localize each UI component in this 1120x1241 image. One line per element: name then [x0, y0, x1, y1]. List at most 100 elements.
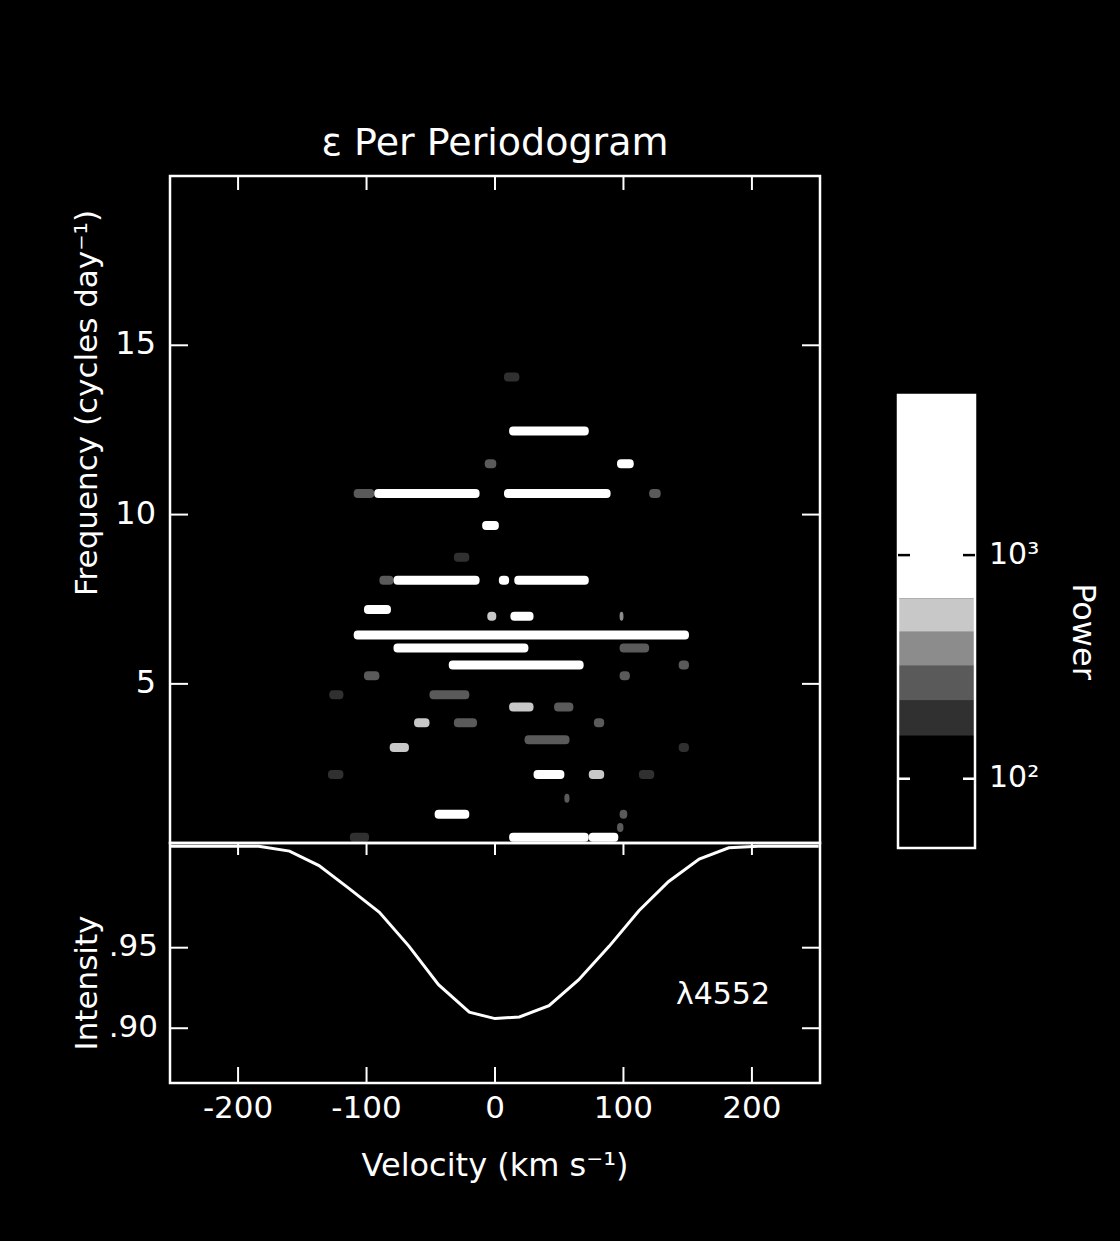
- tick: [494, 1067, 496, 1083]
- cell: [514, 576, 589, 585]
- cell: [504, 489, 611, 498]
- tick: [170, 514, 188, 516]
- tick-label: 10²: [989, 759, 1039, 794]
- cell: [364, 605, 391, 614]
- cell: [679, 743, 689, 752]
- colorbar-frame: [898, 395, 975, 848]
- tick: [751, 843, 753, 855]
- tick: [802, 514, 820, 516]
- tick-label: 200: [722, 1089, 781, 1125]
- tick: [237, 176, 239, 190]
- cell: [589, 770, 604, 779]
- profile-line: [170, 846, 819, 1018]
- cell: [435, 810, 470, 819]
- cell: [390, 743, 409, 752]
- profile-group: [170, 846, 819, 1018]
- cell: [620, 612, 624, 621]
- axis-title: Intensity: [68, 916, 104, 1051]
- tick-label: 15: [115, 324, 156, 362]
- cell: [679, 660, 689, 669]
- tick: [802, 947, 820, 949]
- colorbar-band: [898, 598, 975, 631]
- cell: [454, 553, 469, 562]
- tick: [802, 683, 820, 685]
- tick-label: 5: [136, 663, 156, 701]
- cell: [617, 823, 623, 832]
- tick: [170, 947, 188, 949]
- cell: [499, 576, 509, 585]
- colorbar-band: [898, 700, 975, 735]
- tick: [898, 554, 910, 557]
- tick-label: 0: [485, 1089, 505, 1125]
- cell: [364, 671, 379, 680]
- cell: [449, 660, 584, 669]
- cell: [487, 612, 496, 621]
- cell: [525, 735, 570, 744]
- cell: [589, 833, 619, 842]
- tick-label: .90: [109, 1008, 158, 1044]
- tick-label: 10: [115, 494, 156, 532]
- tick: [366, 1067, 368, 1083]
- axis-title: Frequency (cycles day⁻¹): [68, 210, 104, 596]
- cell: [394, 576, 480, 585]
- tick: [494, 843, 496, 855]
- tick-label: 10³: [989, 536, 1039, 571]
- cell: [329, 690, 343, 699]
- tick: [366, 176, 368, 190]
- tick: [963, 777, 975, 780]
- colorbar-title: Power: [1065, 583, 1103, 681]
- tick: [963, 554, 975, 557]
- tick-label: 100: [594, 1089, 653, 1125]
- cell: [554, 702, 573, 711]
- cell: [620, 671, 630, 680]
- tick: [494, 176, 496, 190]
- cell: [620, 810, 628, 819]
- cell: [350, 833, 369, 842]
- cell: [485, 459, 497, 468]
- cell: [429, 690, 469, 699]
- cell: [649, 489, 661, 498]
- frame: [170, 843, 820, 1083]
- tick: [237, 1067, 239, 1083]
- cell: [620, 643, 650, 652]
- cell: [374, 489, 479, 498]
- cell: [639, 770, 654, 779]
- tick-label: .95: [109, 927, 158, 963]
- chart: ε Per Periodogram -200 -100 0 100 200 5 10 15 .90…: [0, 0, 1120, 1241]
- tick: [751, 1067, 753, 1083]
- cell: [509, 426, 589, 435]
- tick: [237, 843, 239, 855]
- tick: [170, 1027, 188, 1029]
- title: ε Per Periodogram: [321, 120, 668, 164]
- cell: [564, 794, 569, 803]
- cell: [534, 770, 565, 779]
- tick-label: -200: [203, 1089, 273, 1125]
- cell: [594, 718, 604, 727]
- heatmap-cells: [328, 373, 689, 842]
- cell: [354, 489, 375, 498]
- tick: [802, 1027, 820, 1029]
- cell: [482, 521, 499, 530]
- tick: [170, 683, 188, 685]
- cell: [328, 770, 343, 779]
- cell: [414, 718, 429, 727]
- colorbar-band: [898, 395, 975, 598]
- tick-label: -100: [331, 1089, 401, 1125]
- tick: [622, 843, 624, 855]
- cell: [354, 631, 689, 640]
- colorbar-band: [898, 632, 975, 666]
- tick: [366, 843, 368, 855]
- cell: [394, 643, 529, 652]
- tick: [622, 1067, 624, 1083]
- cell: [454, 718, 477, 727]
- cell: [504, 373, 519, 382]
- frame: [170, 176, 820, 843]
- cell: [617, 459, 634, 468]
- cell: [509, 702, 533, 711]
- axis-title: Velocity (km s⁻¹): [362, 1146, 629, 1184]
- annotation: λ4552: [676, 976, 770, 1011]
- tick: [751, 176, 753, 190]
- tick: [802, 344, 820, 346]
- colorbar-band: [898, 736, 975, 848]
- tick: [898, 777, 910, 780]
